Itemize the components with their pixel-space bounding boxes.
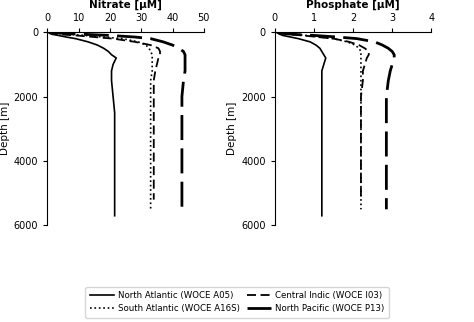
X-axis label: Nitrate [μM]: Nitrate [μM] — [89, 0, 162, 10]
Y-axis label: Depth [m]: Depth [m] — [0, 102, 9, 156]
X-axis label: Phosphate [μM]: Phosphate [μM] — [306, 0, 400, 10]
Y-axis label: Depth [m]: Depth [m] — [227, 102, 237, 156]
Legend: North Atlantic (WOCE A05), South Atlantic (WOCE A16S), Central Indic (WOCE I03),: North Atlantic (WOCE A05), South Atlanti… — [85, 287, 389, 318]
